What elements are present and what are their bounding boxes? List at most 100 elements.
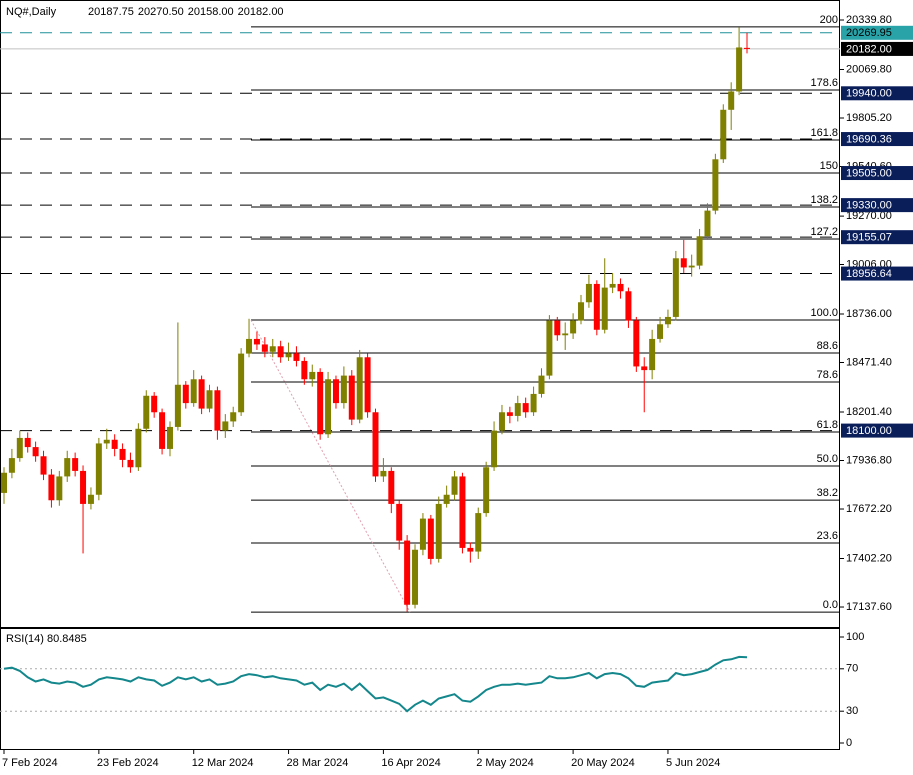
candle-body [522,403,529,413]
rsi-title: RSI(14) 80.8485 [6,633,87,645]
candle-body [253,338,260,345]
candle-body [443,494,450,504]
candle-body [720,109,727,160]
candle-body [601,287,608,330]
candle-body [348,375,355,420]
level-label: 20269.95 [846,27,892,39]
candle-body [166,426,173,449]
level-label: 19940.00 [846,88,892,100]
fib-label: 138.2 [810,194,838,206]
candle-body [688,265,695,268]
candle-body [380,470,387,477]
x-tick-label: 20 May 2024 [571,757,635,769]
candle-body [277,346,284,358]
header-value: 20187.75 [88,6,134,18]
candle-body [214,390,221,431]
y-tick-label: 18201.40 [846,406,892,418]
rsi-tick-label: 30 [846,705,858,717]
fib-label: 200 [820,14,838,26]
rsi-panel-frame [0,628,840,750]
candle-body [135,428,142,468]
candle-body [641,366,648,371]
candle-body [562,333,569,336]
x-tick-label: 7 Feb 2024 [2,757,58,769]
candle-body [111,439,118,449]
candle-body [467,547,474,552]
candle-body [119,448,126,460]
x-tick-label: 12 Mar 2024 [192,757,254,769]
candle-body [151,395,158,413]
rsi-tick-label: 70 [846,663,858,675]
candle-body [451,476,458,495]
candle-body [506,412,513,416]
candle-body [174,384,181,427]
y-tick-label: 17936.80 [846,454,892,466]
candle-body [24,437,31,448]
candle-body [530,393,537,413]
x-tick-label: 23 Feb 2024 [97,757,159,769]
candle-body [546,320,553,376]
fib-label: 161.8 [810,127,838,139]
candle-body [554,320,561,336]
candle-body [625,291,632,321]
fib-label: 0.0 [823,599,838,611]
fib-label: 150 [820,160,838,172]
candle-body [261,344,268,352]
y-tick-label: 18736.00 [846,308,892,320]
candle-body [80,470,87,504]
y-tick-label: 20339.80 [846,14,892,26]
candle-body [459,476,466,548]
level-label-box [841,423,913,438]
candle-body [664,316,671,325]
fib-label: 23.6 [817,530,838,542]
level-label-box [841,25,913,40]
candle-body [578,302,585,321]
candle-body [95,443,102,495]
candle-body [396,503,403,541]
candle-body [317,371,324,435]
candle-body [301,360,308,380]
candle-body [143,395,150,429]
level-label-box [841,41,913,56]
header-value: 20158.00 [188,6,234,18]
level-label-box [841,198,913,213]
candle-body [32,447,39,457]
candle-body [712,159,719,211]
candle-body [483,467,490,514]
main-panel-frame [0,0,840,628]
level-label: 18100.00 [846,425,892,437]
x-tick-label: 28 Mar 2024 [287,757,349,769]
candle-body [593,283,600,330]
candle-body [498,412,505,431]
candle-body [649,338,656,371]
y-tick-label: 19270.00 [846,210,892,222]
rsi-line [3,655,748,713]
candle-body [514,403,521,416]
candle-body [491,430,498,468]
candle-body [182,384,189,404]
candle-body [427,518,434,559]
rsi-tick-label: 0 [846,737,852,749]
y-tick-label: 17137.60 [846,601,892,613]
candle-body [56,476,63,501]
level-label: 19330.00 [846,200,892,212]
fib-label: 50.0 [817,453,838,465]
candle-body [72,458,79,471]
candle-body [16,437,23,459]
level-label-box [841,132,913,147]
level-label: 18956.64 [846,268,892,280]
candle-body [48,474,55,501]
level-label: 19155.07 [846,232,892,244]
candle-body [293,353,300,361]
level-label-box [841,230,913,245]
candle-body [704,210,711,237]
fib-trendline [250,319,411,613]
candle-body [190,379,197,404]
candle-body [159,412,166,449]
candle-body [246,338,253,354]
candle-body [412,549,419,605]
level-label: 20182.00 [846,43,892,55]
candle-body [633,320,640,367]
